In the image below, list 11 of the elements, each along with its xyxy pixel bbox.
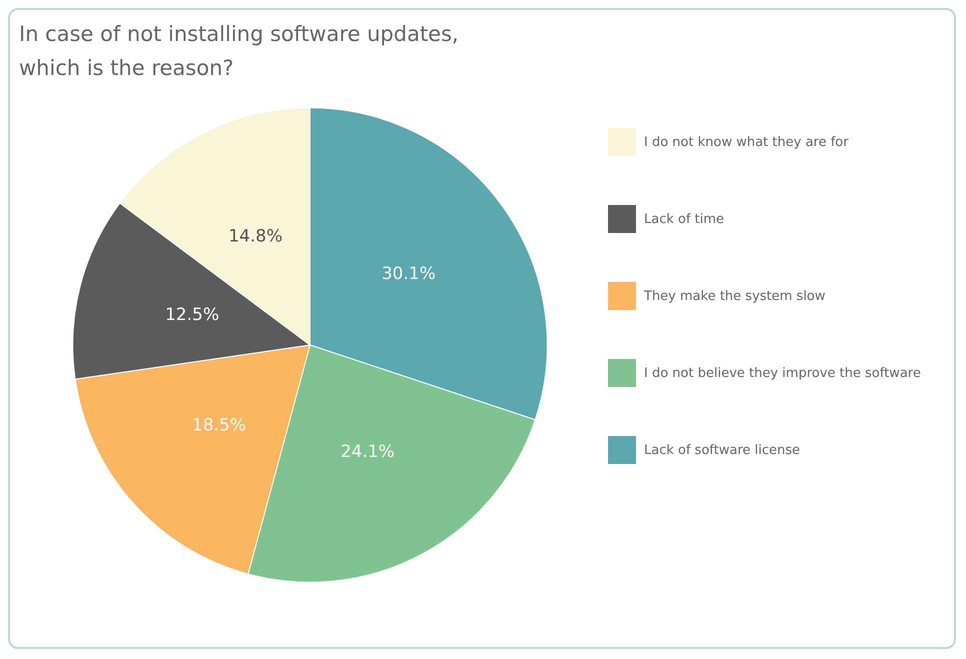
data-label: 12.5% xyxy=(165,305,220,326)
legend-label: I do not believe they improve the software xyxy=(644,366,921,380)
data-label: 30.1% xyxy=(382,264,436,284)
legend-label: Lack of time xyxy=(644,212,724,226)
data-label: 18.5% xyxy=(192,416,246,436)
legend-label: I do not know what they are for xyxy=(644,134,848,150)
data-label: 24.1% xyxy=(340,442,395,462)
chart-title: In case of not installing software updates, which is the reason? xyxy=(19,22,459,80)
legend-label: They make the system slow xyxy=(644,288,826,304)
legend-label: Lack of software license xyxy=(644,442,800,458)
data-label: 14.8% xyxy=(228,226,282,246)
